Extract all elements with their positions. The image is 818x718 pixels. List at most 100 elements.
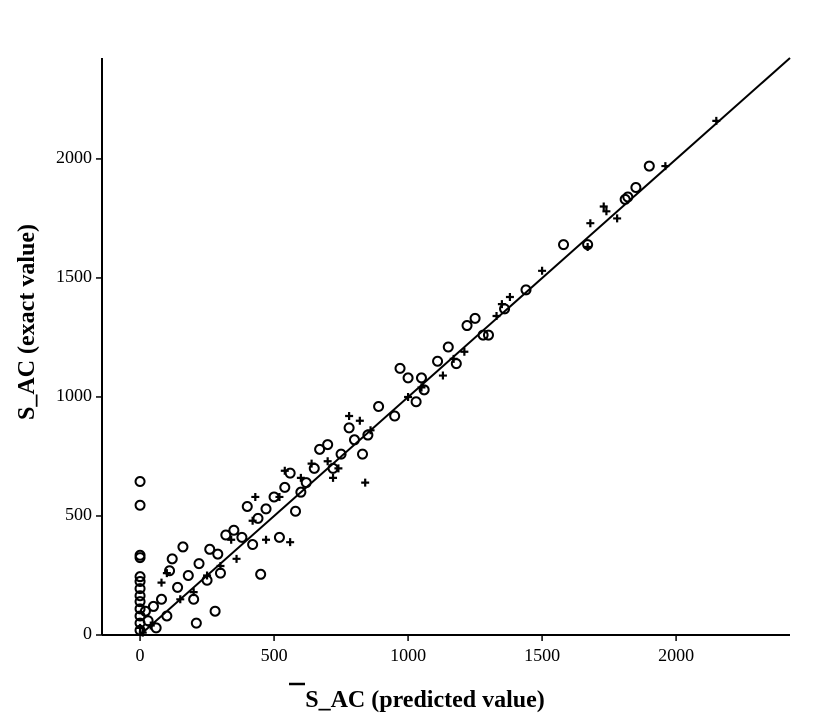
scatter-point [134,575,146,587]
scatter-point [262,535,271,544]
scatter-point [146,621,155,630]
scatter-point [404,392,413,401]
scatter-point [438,371,447,380]
scatter-point [260,503,272,515]
scatter-point [300,477,312,489]
scatter-point [355,416,364,425]
scatter-point [251,492,260,501]
scatter-point [602,207,611,216]
scatter-point [583,243,592,252]
scatter-point [482,329,494,341]
y-tick-label: 500 [65,504,92,524]
scatter-point [273,531,285,543]
scatter-point [204,543,216,555]
scatter-point [329,473,338,482]
scatter-point [538,266,547,275]
scatter-point [307,459,316,468]
scatter-point [228,524,240,536]
scatter-point [630,181,642,193]
scatter-point [166,553,178,565]
y-tick-label: 1500 [56,266,92,286]
scatter-point [442,341,454,353]
scatter-point [220,529,232,541]
scatter-point [335,448,347,460]
scatter-point [134,571,146,583]
scatter-point [286,538,295,547]
scatter-point [255,568,267,580]
scatter-point [323,457,332,466]
scatter-point [134,499,146,511]
x-axis-label: S_AC (predicted value) [305,687,545,713]
scatter-point [402,372,414,384]
scatter-point [343,422,355,434]
x-tick-label: 1000 [390,645,426,665]
scatter-point [182,569,194,581]
scatter-point [134,603,146,615]
scatter-point [357,448,369,460]
scatter-point [138,628,147,637]
scatter-point [295,486,307,498]
scatter-point [275,492,284,501]
scatter-point [415,372,427,384]
scatter-point [599,202,608,211]
scatter-point [469,312,481,324]
scatter-point [177,541,189,553]
scatter-point [492,312,501,321]
scatter-point [461,320,473,332]
scatter-point [162,569,171,578]
scatter-point [241,500,253,512]
scatter-point [134,590,146,602]
scatter-point [190,617,202,629]
scatter-point [134,552,146,564]
scatter-point [389,410,401,422]
scatter-point [157,578,166,587]
scatter-point [227,535,236,544]
y-axis-label: S_AC (exact value) [14,224,40,420]
y-tick-label: 0 [83,623,92,643]
scatter-point [449,354,458,363]
scatter-point [410,396,422,408]
scatter-point [348,434,360,446]
fit-line [139,57,791,636]
scatter-point [497,300,506,309]
scatter-point [622,191,634,203]
scatter-point [394,362,406,374]
scatter-point [345,412,354,421]
scatter-point [314,443,326,455]
scatter-point [134,583,146,595]
y-tick-label: 1000 [56,385,92,405]
scatter-point [161,610,173,622]
scatter-point [477,329,489,341]
scatter-point [290,505,302,517]
scatter-point [520,284,532,296]
scatter-point [216,561,225,570]
scatter-point [209,605,221,617]
scatter-point [373,400,385,412]
scatter-point [176,595,185,604]
scatter-point [361,478,370,487]
scatter-point [334,464,343,473]
scatter-point [248,516,257,525]
scatter-point [432,355,444,367]
x-tick-label: 500 [261,645,288,665]
scatter-point [558,239,570,251]
scatter-point [134,475,146,487]
scatter-point [643,160,655,172]
scatter-point [139,605,151,617]
scatter-point [613,214,622,223]
scatter-point [189,588,198,597]
scatter-point [296,473,305,482]
x-tick-label: 1500 [524,645,560,665]
scatter-point [460,347,469,356]
scatter-point [280,466,289,475]
scatter-point [212,548,224,560]
x-tick-label: 2000 [658,645,694,665]
y-tick-label: 2000 [56,147,92,167]
scatter-point [661,162,670,171]
scatter-point [193,558,205,570]
scatter-point [147,600,159,612]
scatter-point [619,193,631,205]
scatter-point [236,531,248,543]
scatter-point [203,571,212,580]
